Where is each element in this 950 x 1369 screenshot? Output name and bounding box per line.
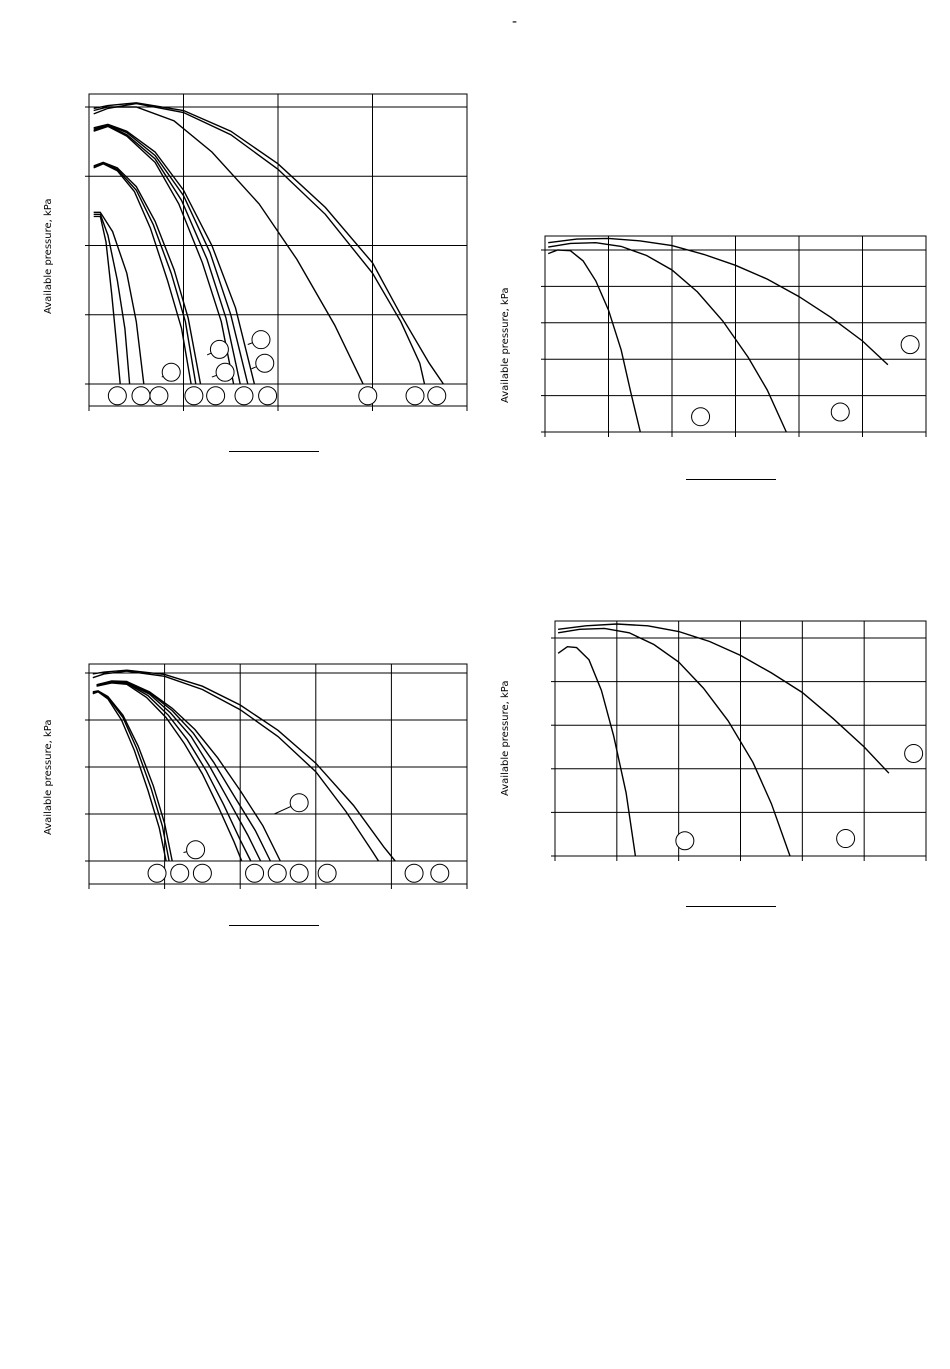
pump-curve-chart-1: Available pressure, kPa (0, 0, 950, 470)
callout-marker-3 (192, 863, 212, 883)
callout-marker-5 (206, 386, 226, 406)
callout-marker-2 (830, 402, 850, 422)
pump-curve-chart-2: Available pressure, kPa (43, 663, 468, 926)
series-line-8 (93, 161, 202, 385)
callout-marker-8 (404, 863, 424, 883)
plot-frame (88, 663, 468, 885)
series-line-7 (93, 125, 235, 385)
callout-marker-3 (675, 831, 695, 851)
callout-marker-3 (691, 407, 711, 427)
series-line-1 (92, 669, 396, 862)
callout-marker-10 (427, 386, 447, 406)
callout-marker-6 (234, 386, 254, 406)
series-line-6 (93, 124, 241, 385)
x-axis-label-underline (229, 925, 319, 926)
callout-marker-10 (186, 840, 206, 860)
pump-curve-chart-3: Available pressure, kPa (0, 0, 950, 490)
series-line-5 (93, 124, 249, 385)
page-separator-dash: - (512, 14, 518, 30)
series-line-2 (93, 102, 426, 385)
callout-marker-9 (405, 386, 425, 406)
series-line-1 (558, 623, 890, 774)
chart-plot-area (85, 93, 468, 411)
callout-marker-12 (209, 339, 229, 359)
series-line-4 (93, 123, 256, 385)
x-axis-label-underline (686, 906, 776, 907)
callout-marker-3 (149, 386, 169, 406)
x-axis-label-underline (229, 451, 319, 452)
series-line-10 (93, 163, 192, 385)
callout-marker-2 (836, 829, 856, 849)
callout-marker-4 (184, 386, 204, 406)
chart-plot-area (541, 235, 927, 437)
series-line-9 (93, 162, 197, 385)
series-line-3 (557, 645, 637, 857)
series-line-1 (548, 237, 889, 366)
callout-marker-8 (358, 386, 378, 406)
series-line-2 (548, 241, 787, 433)
series-line-6 (96, 681, 252, 862)
callout-marker-14 (251, 330, 271, 350)
series-line-3 (547, 249, 641, 433)
callout-marker-9 (430, 863, 450, 883)
series-line-13 (93, 215, 121, 385)
series-line-2 (557, 627, 791, 857)
chart-plot-area (85, 663, 468, 889)
series-line-11 (93, 211, 145, 385)
callout-marker-11 (161, 362, 181, 382)
callout-marker-1 (900, 335, 920, 355)
x-axis-label-underline (686, 479, 776, 480)
callout-marker-15 (255, 353, 275, 373)
callout-marker-4 (245, 863, 265, 883)
callout-marker-11 (289, 793, 309, 813)
series-line-7 (96, 682, 243, 862)
callout-marker-2 (170, 863, 190, 883)
callout-marker-7 (317, 863, 337, 883)
pump-curve-chart-4: Available pressure, kPa (500, 620, 927, 907)
series-line-12 (93, 213, 131, 385)
callout-marker-5 (267, 863, 287, 883)
callout-marker-1 (107, 386, 127, 406)
callout-marker-6 (289, 863, 309, 883)
series-line-1 (93, 102, 444, 385)
series-line-10 (92, 691, 167, 862)
callout-marker-7 (258, 386, 278, 406)
series-line-3 (93, 106, 364, 385)
chart-plot-area (551, 620, 927, 861)
callout-marker-1 (904, 744, 924, 764)
callout-marker-1 (147, 863, 167, 883)
callout-marker-13 (215, 362, 235, 382)
series-line-2 (92, 670, 380, 862)
